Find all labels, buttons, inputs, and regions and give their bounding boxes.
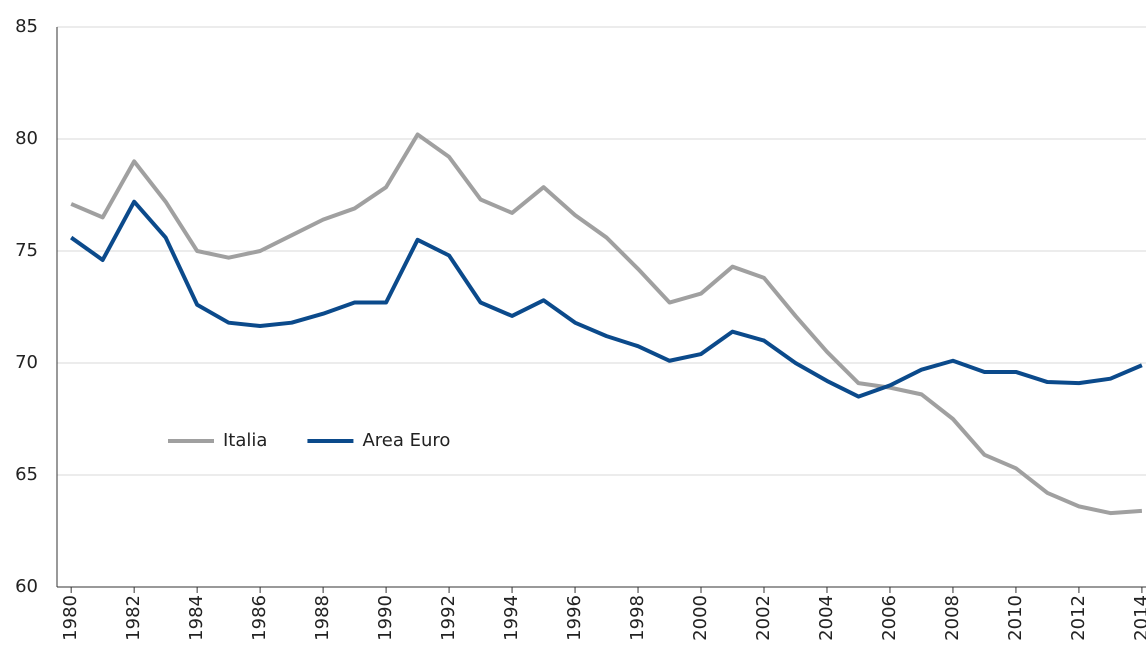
x-tick-label: 2004: [816, 595, 837, 641]
y-tick-label: 70: [15, 352, 38, 373]
y-tick-label: 65: [15, 464, 38, 485]
y-tick-label: 85: [15, 16, 38, 37]
x-tick-label: 1990: [375, 595, 396, 641]
series-line: [70, 199, 1143, 399]
y-tick-label: 75: [15, 240, 38, 261]
x-tick-label: 1982: [123, 595, 144, 641]
legend-label: Area Euro: [362, 430, 450, 451]
x-tick-label: 1986: [249, 595, 270, 641]
x-tick-label: 2006: [879, 595, 900, 641]
legend-label: Italia: [223, 430, 267, 451]
x-tick-label: 2012: [1068, 595, 1089, 641]
x-tick-label: 1980: [60, 595, 81, 641]
x-tick-label: 2010: [1005, 595, 1026, 641]
x-tick-label: 1992: [438, 595, 459, 641]
x-tick-label: 2008: [942, 595, 963, 641]
x-tick-label: 1998: [627, 595, 648, 641]
x-tick-label: 1996: [564, 595, 585, 641]
series-line: [70, 132, 1143, 516]
y-tick-label: 80: [15, 128, 38, 149]
x-tick-label: 2000: [690, 595, 711, 641]
x-tick-label: 1984: [186, 595, 207, 641]
x-tick-label: 2002: [753, 595, 774, 641]
x-tick-label: 2014: [1131, 595, 1146, 641]
y-tick-label: 60: [15, 576, 38, 597]
x-tick-label: 1988: [312, 595, 333, 641]
x-tick-label: 1994: [501, 595, 522, 641]
